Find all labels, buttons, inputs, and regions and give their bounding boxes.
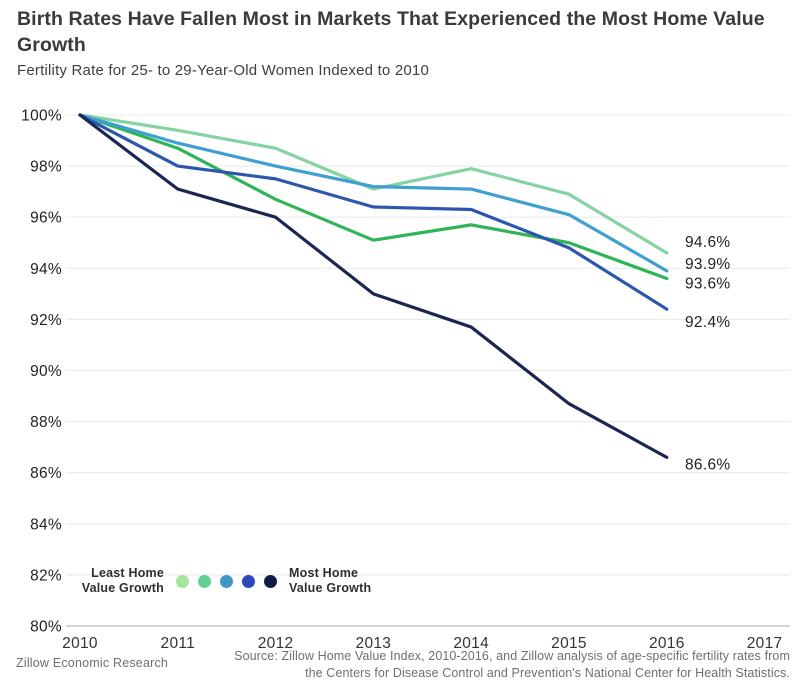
x-axis-tick-labels: 2010 2011 2012 2013 2014 2015 2016 2017 [62, 635, 782, 652]
legend-quintile-dot-5 [264, 574, 277, 588]
series-line-quintile-2 [78, 113, 669, 281]
svg-text:96%: 96% [30, 210, 62, 227]
svg-text:94%: 94% [30, 261, 62, 278]
chart-subtitle: Fertility Rate for 25- to 29-Year-Old Wo… [17, 62, 430, 79]
series-line-quintile-3 [78, 113, 669, 273]
end-label-quintile-1-least-home-value-growth: 94.6% [685, 234, 730, 251]
svg-text:2014: 2014 [453, 635, 489, 652]
svg-text:88%: 88% [30, 414, 62, 431]
legend-most-label: Most Home Value Growth [289, 566, 372, 595]
svg-text:82%: 82% [30, 567, 62, 584]
svg-text:100%: 100% [21, 108, 62, 125]
legend: Least Home Value Growth Most Home Value … [72, 566, 385, 596]
svg-text:86%: 86% [30, 465, 62, 482]
series-line-quintile-4 [78, 113, 669, 311]
svg-text:2013: 2013 [356, 635, 392, 652]
svg-text:2012: 2012 [258, 635, 294, 652]
svg-text:92%: 92% [30, 312, 62, 329]
svg-text:2010: 2010 [62, 635, 98, 652]
y-axis-tick-labels: 100% 98% 96% 94% 92% 90% 88% 86% 84% 82% 80% [21, 108, 62, 636]
svg-text:2017: 2017 [747, 635, 783, 652]
svg-text:80%: 80% [30, 619, 62, 636]
page-title: Birth Rates Have Fallen Most in Markets … [17, 8, 765, 56]
svg-text:2015: 2015 [551, 635, 587, 652]
end-label-quintile-4: 92.4% [685, 314, 730, 331]
gridlines [66, 114, 790, 627]
svg-text:2011: 2011 [161, 635, 196, 652]
legend-quintile-dot-2 [198, 574, 211, 588]
end-label-quintile-5-most-home-value-growth: 86.6% [685, 456, 730, 473]
source-text: Source: Zillow Home Value Index, 2010-20… [234, 649, 790, 680]
series-line-quintile-1-least-home-value-growth [78, 113, 669, 255]
end-label-quintile-2: 93.6% [685, 276, 730, 293]
legend-quintile-dot-3 [220, 574, 233, 588]
svg-text:84%: 84% [30, 516, 62, 533]
series-line-quintile-5-most-home-value-growth [78, 113, 669, 459]
legend-quintile-dot-1 [176, 574, 189, 588]
legend-dots [172, 574, 281, 588]
chart-header: Birth Rates Have Fallen Most in Markets … [17, 6, 789, 79]
attribution-text: Zillow Economic Research [16, 656, 169, 670]
legend-quintile-dot-4 [242, 574, 255, 588]
svg-text:2016: 2016 [649, 635, 685, 652]
end-label-quintile-3: 93.9% [685, 256, 730, 273]
svg-text:90%: 90% [30, 363, 62, 380]
legend-least-label: Least Home Value Growth [81, 566, 164, 595]
svg-text:98%: 98% [30, 159, 62, 176]
